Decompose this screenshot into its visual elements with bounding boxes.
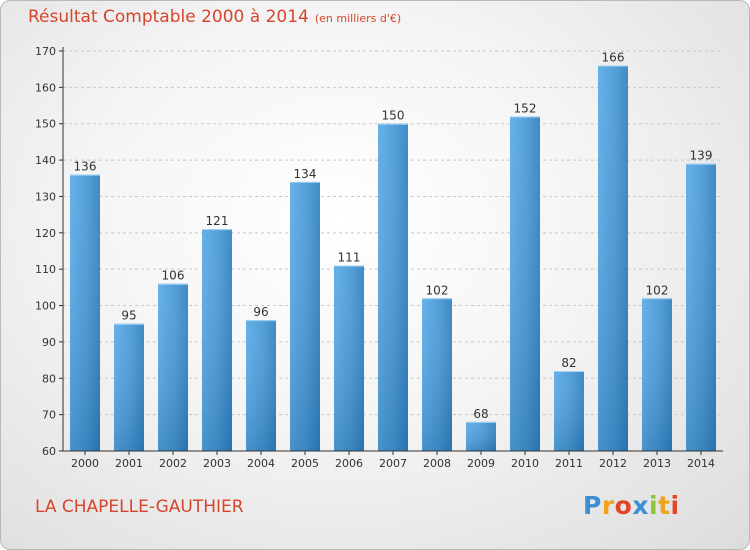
y-tick-label: 70 (42, 409, 56, 422)
x-tick-label: 2014 (687, 457, 715, 470)
y-tick-label: 80 (42, 372, 56, 385)
bar-shade (246, 320, 276, 451)
bar-shade (422, 298, 452, 451)
x-tick-label: 2002 (159, 457, 187, 470)
bar-value-label: 150 (382, 109, 405, 123)
bar-shade (378, 123, 408, 452)
bar-shade (554, 371, 584, 451)
y-tick-label: 150 (35, 118, 56, 131)
x-tick-label: 2007 (379, 457, 407, 470)
y-tick-label: 170 (35, 45, 56, 58)
x-tick-label: 2005 (291, 457, 319, 470)
bar-shade (290, 181, 320, 451)
bar-value-label: 68 (473, 407, 488, 421)
bar-value-label: 96 (253, 305, 268, 319)
y-tick-label: 100 (35, 300, 56, 313)
bar-shade (114, 323, 144, 451)
logo-letter: i (649, 491, 659, 520)
x-tick-label: 2008 (423, 457, 451, 470)
x-tick-label: 2013 (643, 457, 671, 470)
bar-shade (686, 163, 716, 451)
y-tick-label: 120 (35, 227, 56, 240)
bar-shade (510, 116, 540, 452)
bar-value-label: 102 (646, 283, 669, 297)
bar-value-label: 111 (338, 251, 361, 265)
x-tick-label: 2010 (511, 457, 539, 470)
bar-value-label: 152 (514, 101, 537, 115)
bar-value-label: 134 (294, 167, 317, 181)
bar-value-label: 102 (426, 283, 449, 297)
x-tick-label: 2012 (599, 457, 627, 470)
x-tick-label: 2001 (115, 457, 143, 470)
x-tick-label: 2009 (467, 457, 495, 470)
y-tick-label: 60 (42, 445, 56, 458)
chart-subtitle: (en milliers d'€) (314, 12, 402, 25)
y-tick-label: 140 (35, 154, 56, 167)
bar-value-label: 106 (162, 269, 185, 283)
x-tick-label: 2000 (71, 457, 99, 470)
bar-shade (466, 421, 496, 451)
bars-layer: 136 95 106 121 96 134 111 150 102 68 152 82 166 102 13… (70, 51, 716, 452)
bar-shade (70, 174, 100, 452)
logo-letter: i (670, 491, 680, 520)
bar-value-label: 136 (74, 160, 97, 174)
logo-letter: r (601, 491, 615, 520)
bar-value-label: 95 (121, 309, 136, 323)
commune-name: LA CHAPELLE-GAUTHIER (35, 497, 244, 517)
axis-layer: 60 70 80 90 100 110 120 130 140 150 160 170 2000 2001… (35, 45, 723, 470)
logo-letter: x (632, 491, 649, 520)
bar-value-label: 82 (561, 356, 576, 370)
x-tick-label: 2004 (247, 457, 275, 470)
bar-shade (598, 65, 628, 451)
chart-title: Résultat Comptable 2000 à 2014 (en millie… (28, 7, 401, 27)
y-tick-label: 90 (42, 336, 56, 349)
bar-value-label: 121 (206, 214, 229, 228)
x-tick-label: 2006 (335, 457, 363, 470)
title-text: Résultat Comptable 2000 à 2014 (28, 7, 309, 27)
bar-value-label: 166 (602, 51, 625, 65)
bar-shade (158, 283, 188, 451)
logo-letter: t (658, 491, 671, 520)
bar-value-label: 139 (690, 149, 713, 163)
bar-shade (334, 265, 364, 451)
x-tick-label: 2003 (203, 457, 231, 470)
x-tick-label: 2011 (555, 457, 583, 470)
bar-shade (642, 298, 672, 451)
logo-letter: o (614, 491, 633, 520)
y-tick-label: 110 (35, 263, 56, 276)
bar-shade (202, 229, 232, 451)
y-tick-label: 130 (35, 190, 56, 203)
proxiti-logo: Proxiti (583, 491, 680, 520)
logo-letter: P (583, 491, 602, 520)
y-tick-label: 160 (35, 81, 56, 94)
